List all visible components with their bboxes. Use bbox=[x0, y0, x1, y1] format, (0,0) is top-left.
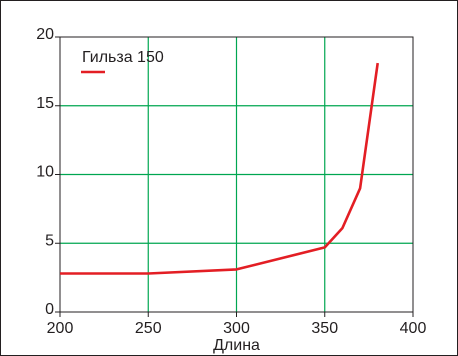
y-tick-label-0: 0 bbox=[45, 301, 54, 318]
x-tick-label-350: 350 bbox=[311, 320, 338, 337]
x-tick-label-200: 200 bbox=[47, 320, 74, 337]
y-tick-label-10: 10 bbox=[36, 164, 54, 181]
x-tick-label-300: 300 bbox=[223, 320, 250, 337]
x-tick-label-250: 250 bbox=[135, 320, 162, 337]
legend-label: Гильза 150 bbox=[82, 49, 164, 66]
y-axis-ticks: 0 5 10 15 20 bbox=[36, 26, 60, 318]
x-axis-ticks: 200 250 300 350 400 bbox=[47, 312, 427, 337]
grid-lines bbox=[60, 37, 413, 312]
series-line-0 bbox=[60, 62, 379, 275]
series-layer bbox=[59, 62, 379, 275]
y-tick-label-5: 5 bbox=[45, 232, 54, 249]
y-tick-label-15: 15 bbox=[36, 95, 54, 112]
x-axis-label: Длина bbox=[213, 337, 260, 354]
legend: Гильза 150 bbox=[81, 49, 164, 74]
x-tick-label-400: 400 bbox=[400, 320, 427, 337]
y-tick-label-20: 20 bbox=[36, 26, 54, 43]
